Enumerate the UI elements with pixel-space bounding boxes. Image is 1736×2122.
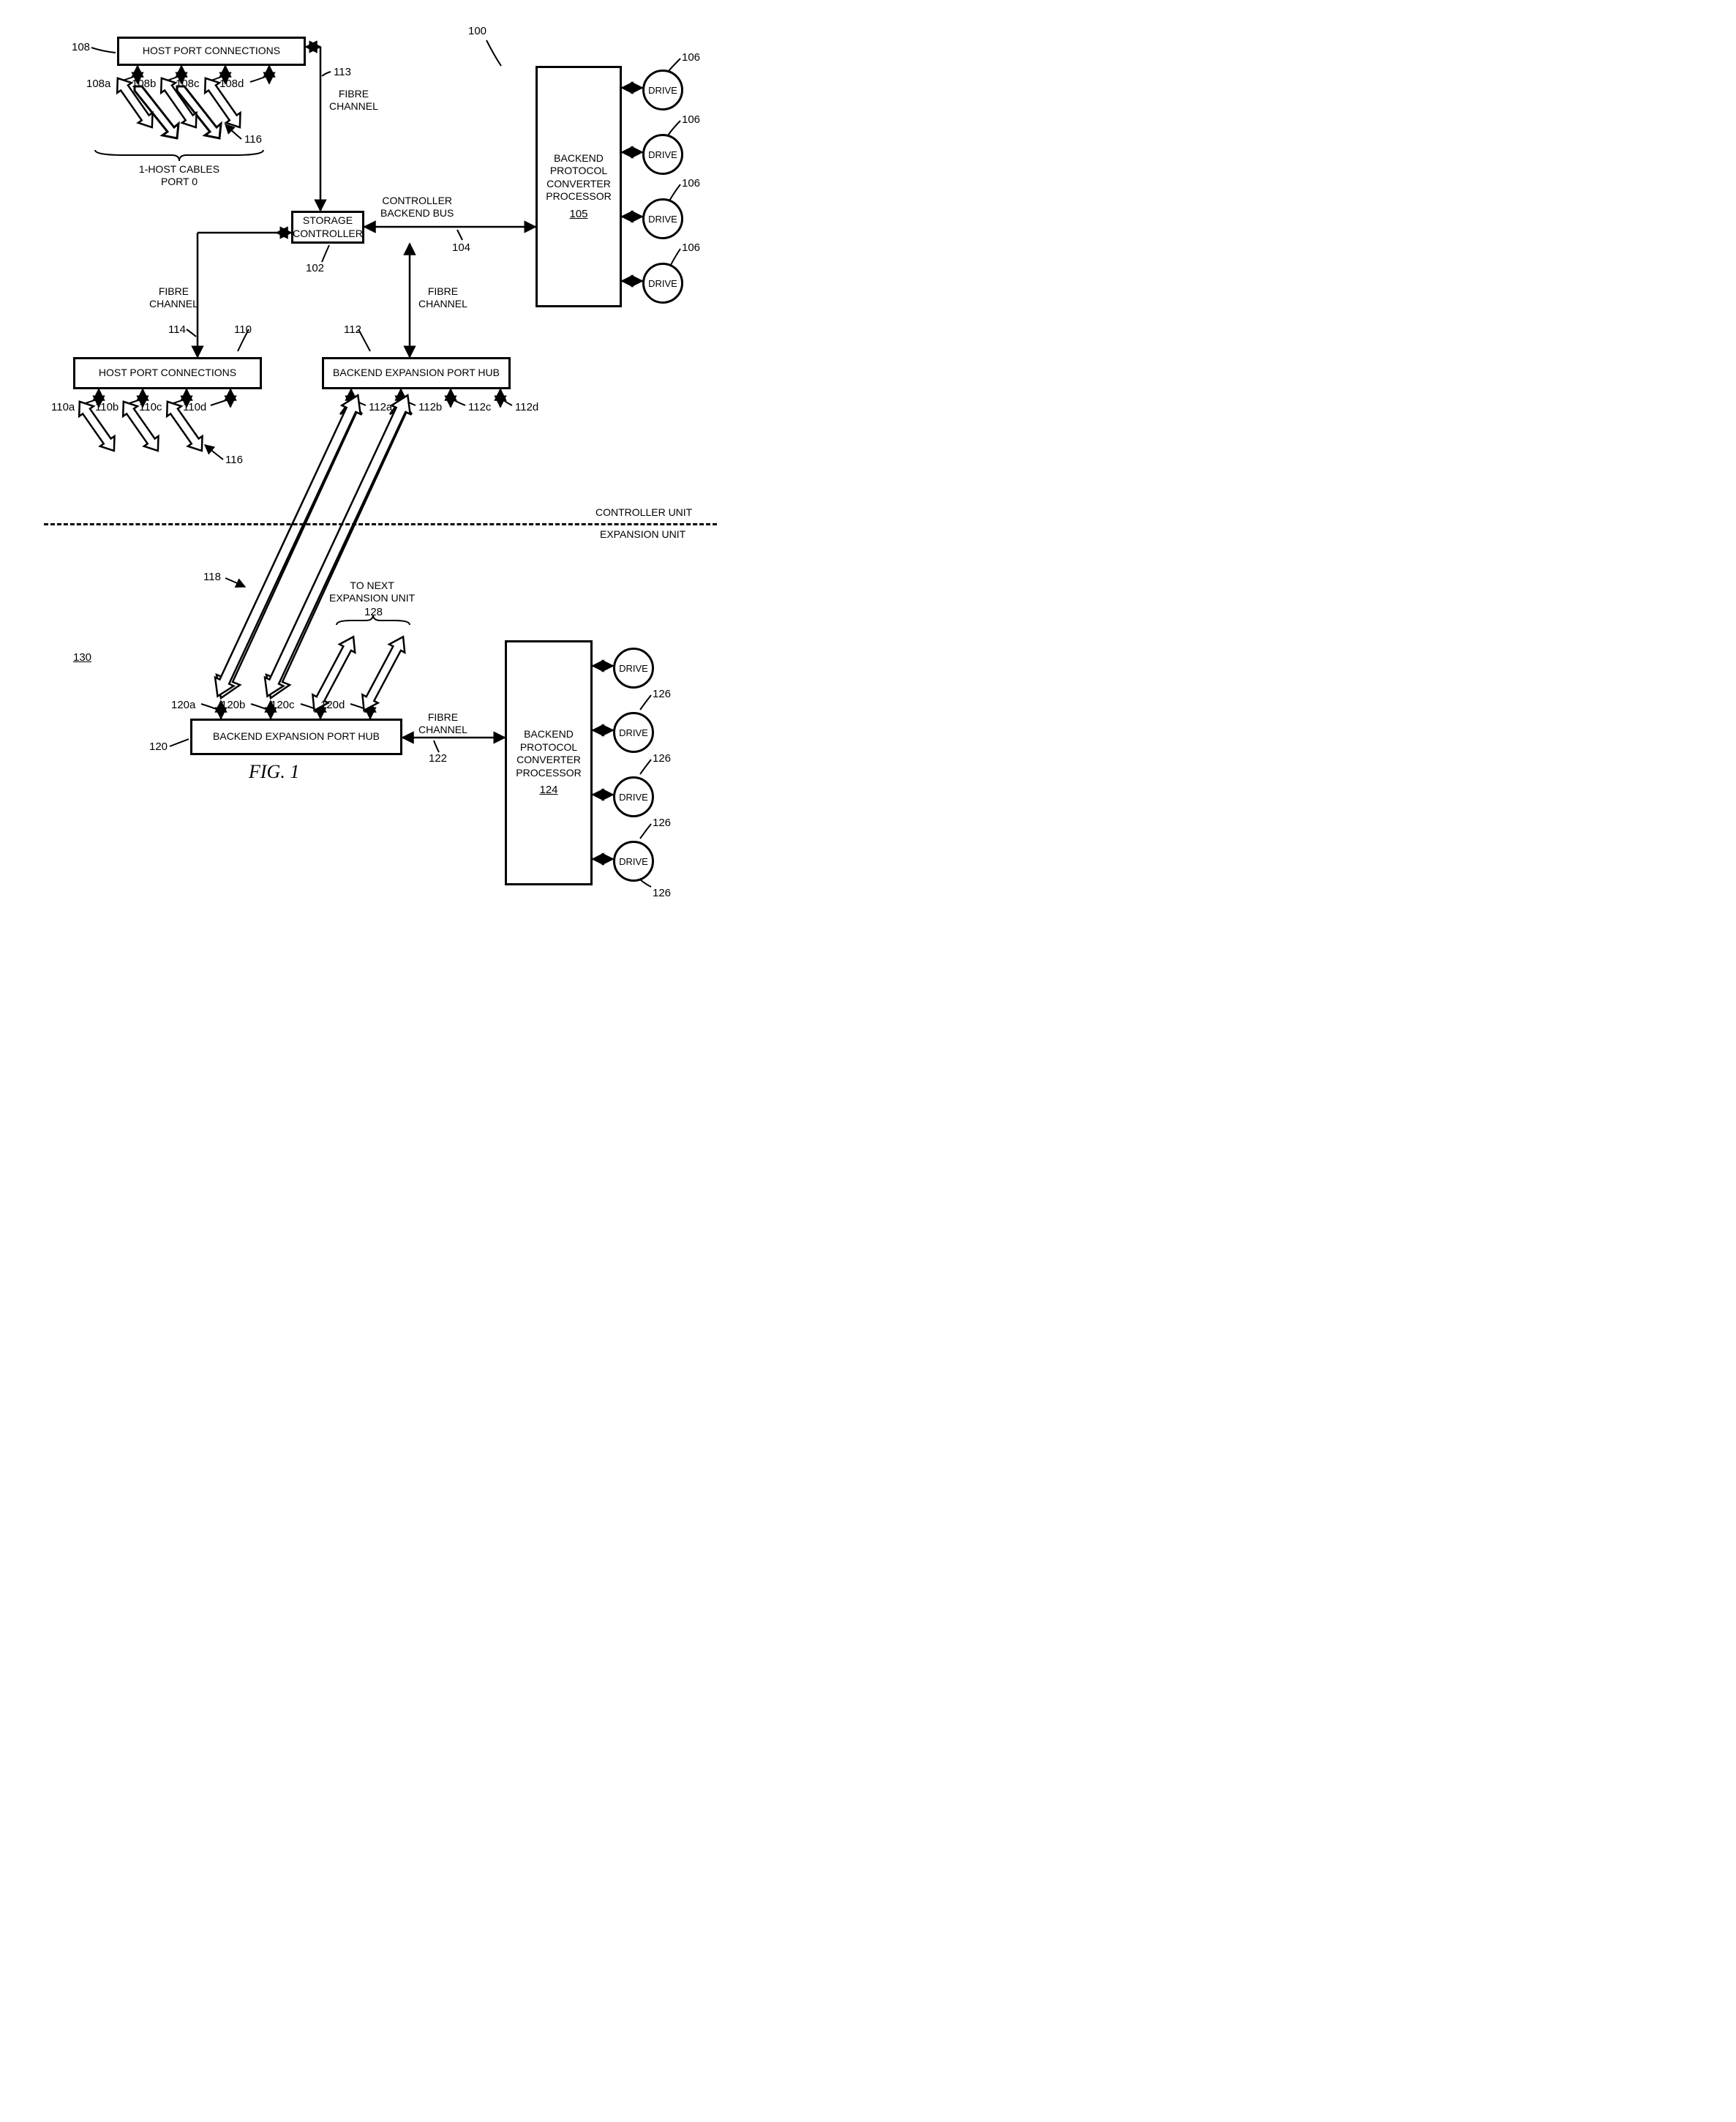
ref-116-bot: 116	[225, 454, 243, 466]
ref-114: 114	[168, 323, 186, 336]
bpc-bottom-label: BACKEND PROTOCOL CONVERTER PROCESSOR	[510, 728, 587, 779]
ref-106-1: 106	[682, 51, 700, 64]
ref-110d: 110d	[183, 401, 206, 413]
unit-separator	[44, 523, 717, 525]
ref-112: 112	[344, 323, 361, 336]
label-fibre-122: FIBRE CHANNEL	[418, 711, 467, 736]
ref-106-2: 106	[682, 113, 700, 126]
ref-106-4: 106	[682, 241, 700, 254]
ref-106-3: 106	[682, 177, 700, 190]
storage-controller: STORAGE CONTROLLER	[291, 211, 364, 244]
figure-canvas: HOST PORT CONNECTIONS STORAGE CONTROLLER…	[15, 15, 746, 909]
ref-104: 104	[452, 241, 470, 254]
ref-116-top: 116	[244, 133, 262, 146]
ref-126-4: 126	[653, 887, 671, 899]
ref-126-1: 126	[653, 688, 671, 700]
ref-102: 102	[306, 262, 324, 274]
ref-108b: 108b	[132, 78, 156, 90]
ref-110: 110	[234, 323, 252, 336]
label-fibre-114: FIBRE CHANNEL	[149, 285, 198, 310]
label-fibre-112: FIBRE CHANNEL	[418, 285, 467, 310]
host-port-connections-top: HOST PORT CONNECTIONS	[117, 37, 306, 66]
label-expansion-unit: EXPANSION UNIT	[600, 528, 685, 541]
figure-caption: FIG. 1	[249, 761, 299, 783]
ref-112c: 112c	[468, 401, 491, 413]
host-port-connections-mid: HOST PORT CONNECTIONS	[73, 357, 262, 389]
drive-bot-4-label: DRIVE	[619, 856, 648, 867]
drive-top-1: DRIVE	[642, 70, 683, 110]
ref-108d: 108d	[219, 78, 244, 90]
ref-108c: 108c	[176, 78, 200, 90]
ref-110b: 110b	[95, 401, 119, 413]
ref-100: 100	[468, 25, 486, 37]
drive-bot-1-label: DRIVE	[619, 663, 648, 674]
bpc-bottom-ref: 124	[539, 784, 557, 798]
ref-112b: 112b	[418, 401, 442, 413]
drive-top-2-label: DRIVE	[648, 149, 677, 160]
drive-bot-2: DRIVE	[613, 712, 654, 753]
ref-128: 128	[364, 606, 383, 618]
drive-bot-4: DRIVE	[613, 841, 654, 882]
ref-130: 130	[73, 651, 91, 664]
ref-120c: 120c	[271, 699, 295, 711]
bpc-top-ref: 105	[569, 208, 587, 222]
ref-120a: 120a	[171, 699, 195, 711]
host-port-connections-mid-label: HOST PORT CONNECTIONS	[99, 367, 236, 380]
backend-expansion-hub-bottom: BACKEND EXPANSION PORT HUB	[190, 719, 402, 755]
drive-bot-1: DRIVE	[613, 648, 654, 689]
ref-113: 113	[334, 66, 351, 78]
ref-120d: 120d	[320, 699, 345, 711]
bpc-top-label: BACKEND PROTOCOL CONVERTER PROCESSOR	[541, 152, 617, 203]
ref-118: 118	[203, 571, 221, 583]
backend-protocol-converter-bottom: BACKEND PROTOCOL CONVERTER PROCESSOR 124	[505, 640, 593, 885]
drive-top-3: DRIVE	[642, 198, 683, 239]
backend-expansion-hub-bottom-label: BACKEND EXPANSION PORT HUB	[213, 730, 380, 743]
ref-110a: 110a	[51, 401, 75, 413]
drive-bot-3: DRIVE	[613, 776, 654, 817]
ref-120b: 120b	[221, 699, 245, 711]
drive-top-1-label: DRIVE	[648, 85, 677, 96]
ref-108: 108	[72, 41, 90, 53]
backend-expansion-hub-mid-label: BACKEND EXPANSION PORT HUB	[333, 367, 500, 380]
host-port-connections-top-label: HOST PORT CONNECTIONS	[143, 45, 280, 58]
storage-controller-label: STORAGE CONTROLLER	[293, 214, 363, 240]
ref-108a: 108a	[86, 78, 110, 90]
ref-112a: 112a	[369, 401, 392, 413]
backend-protocol-converter-top: BACKEND PROTOCOL CONVERTER PROCESSOR 105	[536, 66, 622, 307]
ref-110c: 110c	[139, 401, 162, 413]
drive-top-4-label: DRIVE	[648, 278, 677, 289]
drive-top-3-label: DRIVE	[648, 214, 677, 225]
ref-122: 122	[429, 752, 447, 765]
ref-120: 120	[149, 741, 168, 753]
ref-126-3: 126	[653, 817, 671, 829]
drive-top-2: DRIVE	[642, 134, 683, 175]
backend-expansion-hub-mid: BACKEND EXPANSION PORT HUB	[322, 357, 511, 389]
label-to-next-expansion: TO NEXT EXPANSION UNIT	[329, 580, 415, 604]
drive-bot-3-label: DRIVE	[619, 792, 648, 803]
ref-126-2: 126	[653, 752, 671, 765]
drive-top-4: DRIVE	[642, 263, 683, 304]
label-host-cables: 1-HOST CABLES PORT 0	[117, 163, 241, 188]
ref-112d: 112d	[515, 401, 538, 413]
label-fibre-113: FIBRE CHANNEL	[329, 88, 378, 113]
drive-bot-2-label: DRIVE	[619, 727, 648, 738]
label-controller-backend-bus: CONTROLLER BACKEND BUS	[380, 195, 454, 220]
wiring-layer	[15, 15, 746, 909]
label-controller-unit: CONTROLLER UNIT	[595, 506, 692, 519]
